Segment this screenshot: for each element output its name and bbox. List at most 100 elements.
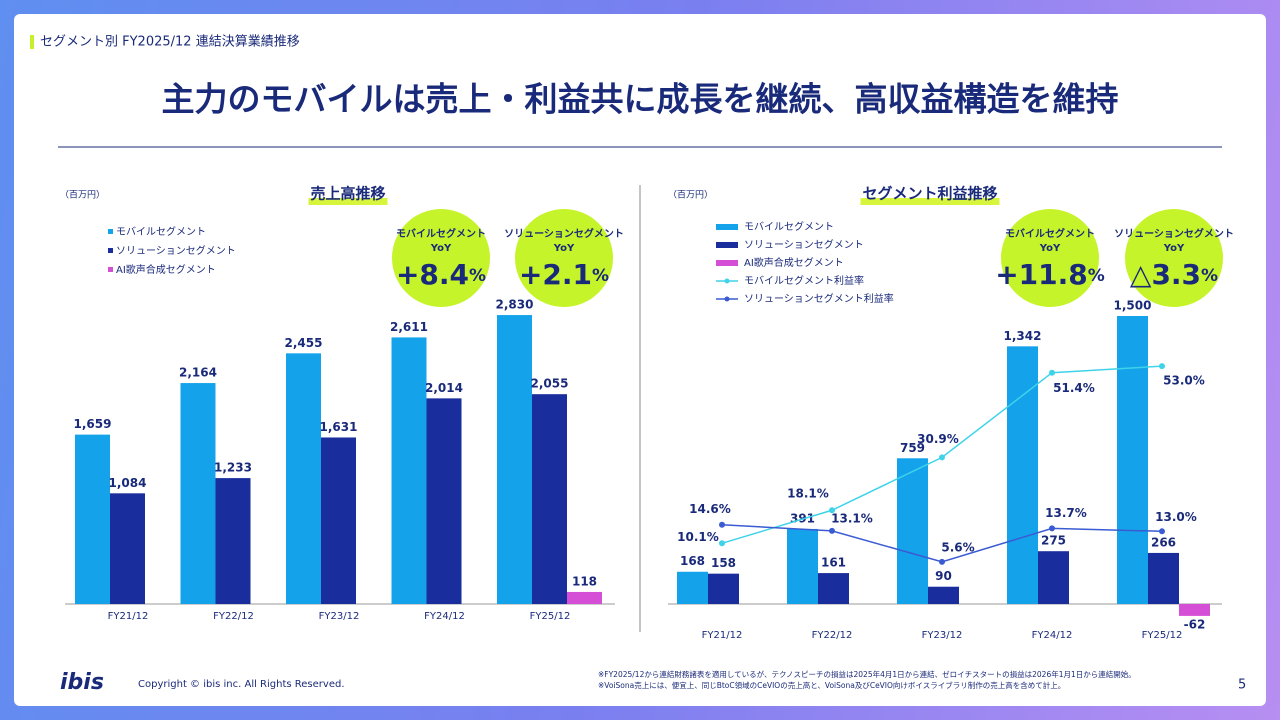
data-label: 168 xyxy=(680,554,705,568)
data-label: 13.1% xyxy=(831,511,873,525)
yoy-segment: ソリューションセグメント xyxy=(1114,227,1234,240)
data-label: 13.0% xyxy=(1155,510,1197,524)
bar xyxy=(1179,604,1210,616)
bar xyxy=(532,394,567,604)
data-label: 53.0% xyxy=(1163,374,1205,388)
bar xyxy=(708,573,739,604)
legend-swatch xyxy=(716,260,738,266)
bar xyxy=(426,398,462,604)
yoy-badge xyxy=(1125,209,1223,307)
x-tick-label: FY24/12 xyxy=(424,611,465,622)
yoy-value: +8.4% xyxy=(396,258,486,291)
data-label: 51.4% xyxy=(1053,381,1095,395)
legend-swatch xyxy=(716,224,738,230)
data-label: 2,611 xyxy=(390,320,428,334)
bar xyxy=(1117,316,1148,604)
section-marker xyxy=(30,35,34,49)
chart-title: 売上高推移 xyxy=(310,185,385,203)
bar xyxy=(1148,552,1179,604)
yoy-label: YoY xyxy=(1039,243,1061,254)
yoy-number: +8.4 xyxy=(396,258,469,291)
line-point xyxy=(1049,525,1055,532)
line-point xyxy=(939,454,945,461)
logo: ibis xyxy=(60,670,104,695)
bar xyxy=(677,571,708,604)
bar xyxy=(928,586,959,604)
data-label: 266 xyxy=(1151,535,1176,549)
yoy-label: YoY xyxy=(553,243,575,254)
yoy-value: +11.8% xyxy=(995,258,1105,291)
yoy-label: YoY xyxy=(430,243,452,254)
bar xyxy=(391,337,427,604)
legend-label: モバイルセグメント利益率 xyxy=(744,274,864,287)
data-label: 1,659 xyxy=(74,417,112,431)
data-label: 118 xyxy=(572,574,597,588)
yoy-unit: % xyxy=(1201,266,1218,286)
x-tick-label: FY23/12 xyxy=(319,611,360,622)
data-label: 2,455 xyxy=(285,336,323,350)
bar xyxy=(75,434,110,604)
bar xyxy=(110,493,145,604)
line-point xyxy=(719,540,725,547)
legend-label: モバイルセグメント xyxy=(744,220,834,233)
x-tick-label: FY25/12 xyxy=(1142,630,1183,641)
legend-label: ソリューションセグメント xyxy=(744,238,864,251)
bar xyxy=(1007,346,1038,604)
yoy-unit: % xyxy=(469,266,486,286)
line-point xyxy=(829,507,835,514)
legend-marker xyxy=(724,296,730,302)
legend-swatch xyxy=(108,267,113,272)
x-tick-label: FY21/12 xyxy=(108,611,149,622)
section-label: セグメント別 FY2025/12 連結決算業績推移 xyxy=(40,34,300,50)
data-label: 2,830 xyxy=(496,298,534,312)
yoy-unit: % xyxy=(1088,266,1105,286)
bar xyxy=(497,315,532,604)
data-label: 30.9% xyxy=(917,432,959,446)
data-label: 1,500 xyxy=(1114,299,1152,313)
data-label: 2,055 xyxy=(531,377,569,391)
bar xyxy=(321,437,356,604)
data-label: 2,014 xyxy=(425,381,463,395)
bar xyxy=(1038,551,1069,604)
copyright: Copyright © ibis inc. All Rights Reserve… xyxy=(138,679,345,690)
data-label: 13.7% xyxy=(1045,506,1087,520)
yoy-unit: % xyxy=(592,266,609,286)
legend-label: ソリューションセグメント xyxy=(116,244,236,257)
x-tick-label: FY24/12 xyxy=(1032,630,1073,641)
yoy-number: +11.8 xyxy=(995,258,1088,291)
slide-title: 主力のモバイルは売上・利益共に成長を継続、高収益構造を維持 xyxy=(162,80,1119,119)
unit-label: （百万円） xyxy=(668,190,713,201)
legend-swatch xyxy=(716,242,738,248)
data-label: 5.6% xyxy=(941,540,974,554)
title-highlight xyxy=(308,198,388,205)
data-label: 1,233 xyxy=(214,461,252,475)
yoy-badge xyxy=(515,209,613,307)
legend-swatch xyxy=(108,229,113,234)
yoy-number: △3.3 xyxy=(1130,258,1201,291)
data-label: 10.1% xyxy=(677,530,719,544)
line-point xyxy=(1159,528,1165,535)
bar xyxy=(180,383,216,604)
x-tick-label: FY21/12 xyxy=(702,630,743,641)
yoy-label: YoY xyxy=(1163,243,1185,254)
data-label: 18.1% xyxy=(787,487,829,501)
x-tick-label: FY22/12 xyxy=(213,611,254,622)
data-label: 275 xyxy=(1041,534,1066,548)
data-label: 1,631 xyxy=(320,420,358,434)
data-label: 90 xyxy=(935,569,952,583)
data-label: 759 xyxy=(900,441,925,455)
yoy-segment: モバイルセグメント xyxy=(1005,227,1095,240)
yoy-value: +2.1% xyxy=(519,258,609,291)
legend-label: ソリューションセグメント利益率 xyxy=(744,292,894,305)
line-point xyxy=(939,558,945,565)
x-tick-label: FY23/12 xyxy=(922,630,963,641)
note: ※FY2025/12から連結財務諸表を適用しているが、テクノスピーチの損益は20… xyxy=(598,669,1136,679)
yoy-value: △3.3% xyxy=(1130,258,1218,291)
bar xyxy=(215,478,251,604)
line-point xyxy=(829,527,835,534)
unit-label: （百万円） xyxy=(60,190,105,201)
note: ※VoiSona売上には、便宜上、同じBtoC領域のCeVIOの売上高と、Voi… xyxy=(598,680,1065,690)
data-label: -62 xyxy=(1184,617,1206,631)
yoy-segment: ソリューションセグメント xyxy=(504,227,624,240)
